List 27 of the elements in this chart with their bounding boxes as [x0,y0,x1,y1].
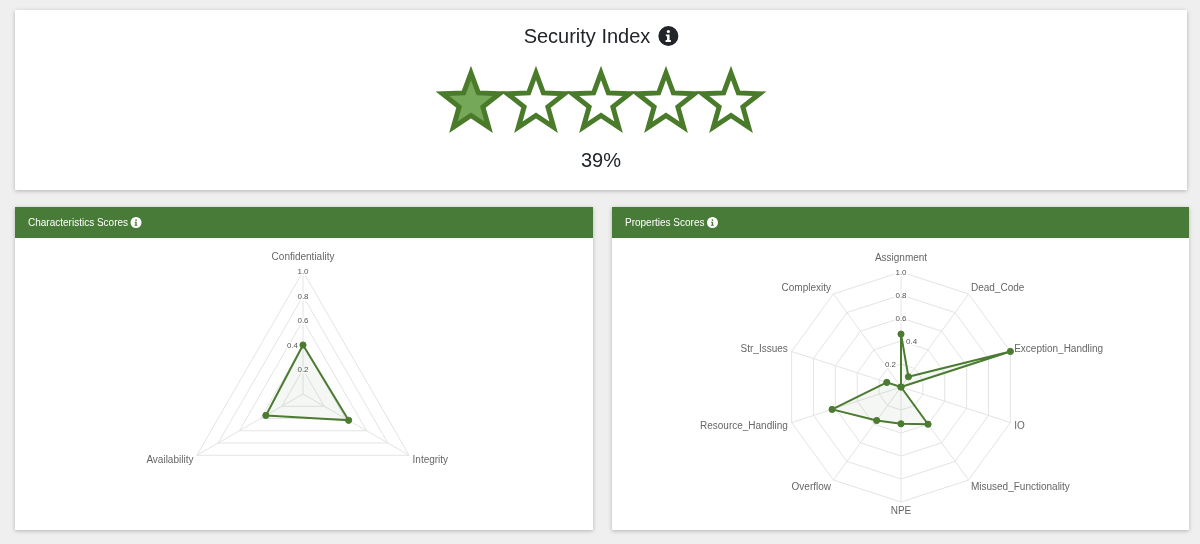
spoke-label: Exception_Handling [1014,343,1104,355]
spoke-label: Dead_Code [970,281,1025,293]
spoke-label: Misused_Functionality [970,481,1070,493]
y-tick-label: 1.0 [895,267,908,277]
y-tick-label: 0.6 [895,313,908,323]
spoke-label: Resource_Handling [699,419,788,431]
spoke-label: Str_Issues [740,343,788,355]
y-tick-label: 0.6 [297,316,310,326]
y-tick-label: 0.4 [286,340,299,350]
chart-title: Properties Scores [625,217,705,228]
chart-title: Characteristics Scores [28,217,129,228]
y-tick-label: 0.2 [884,359,897,369]
spoke-label: NPE [890,504,912,516]
y-tick-label: 0.8 [297,291,310,301]
spoke-label: Overflow [791,481,832,493]
y-tick-label: 1.0 [297,267,310,277]
spoke-label: Complexity [781,281,832,293]
spoke-label: Integrity [412,453,449,465]
spoke-label: Confidentiality [271,251,335,262]
y-tick-label: 0.4 [906,336,918,346]
text: Security Index [523,25,651,47]
spoke-label: Availability [146,453,194,465]
spoke-label: Assignment [874,251,928,263]
y-tick-label: 0.8 [895,290,908,300]
spoke-label: IO [1014,419,1025,431]
text: 39% [580,149,622,171]
y-tick-label: 0.2 [297,365,310,375]
